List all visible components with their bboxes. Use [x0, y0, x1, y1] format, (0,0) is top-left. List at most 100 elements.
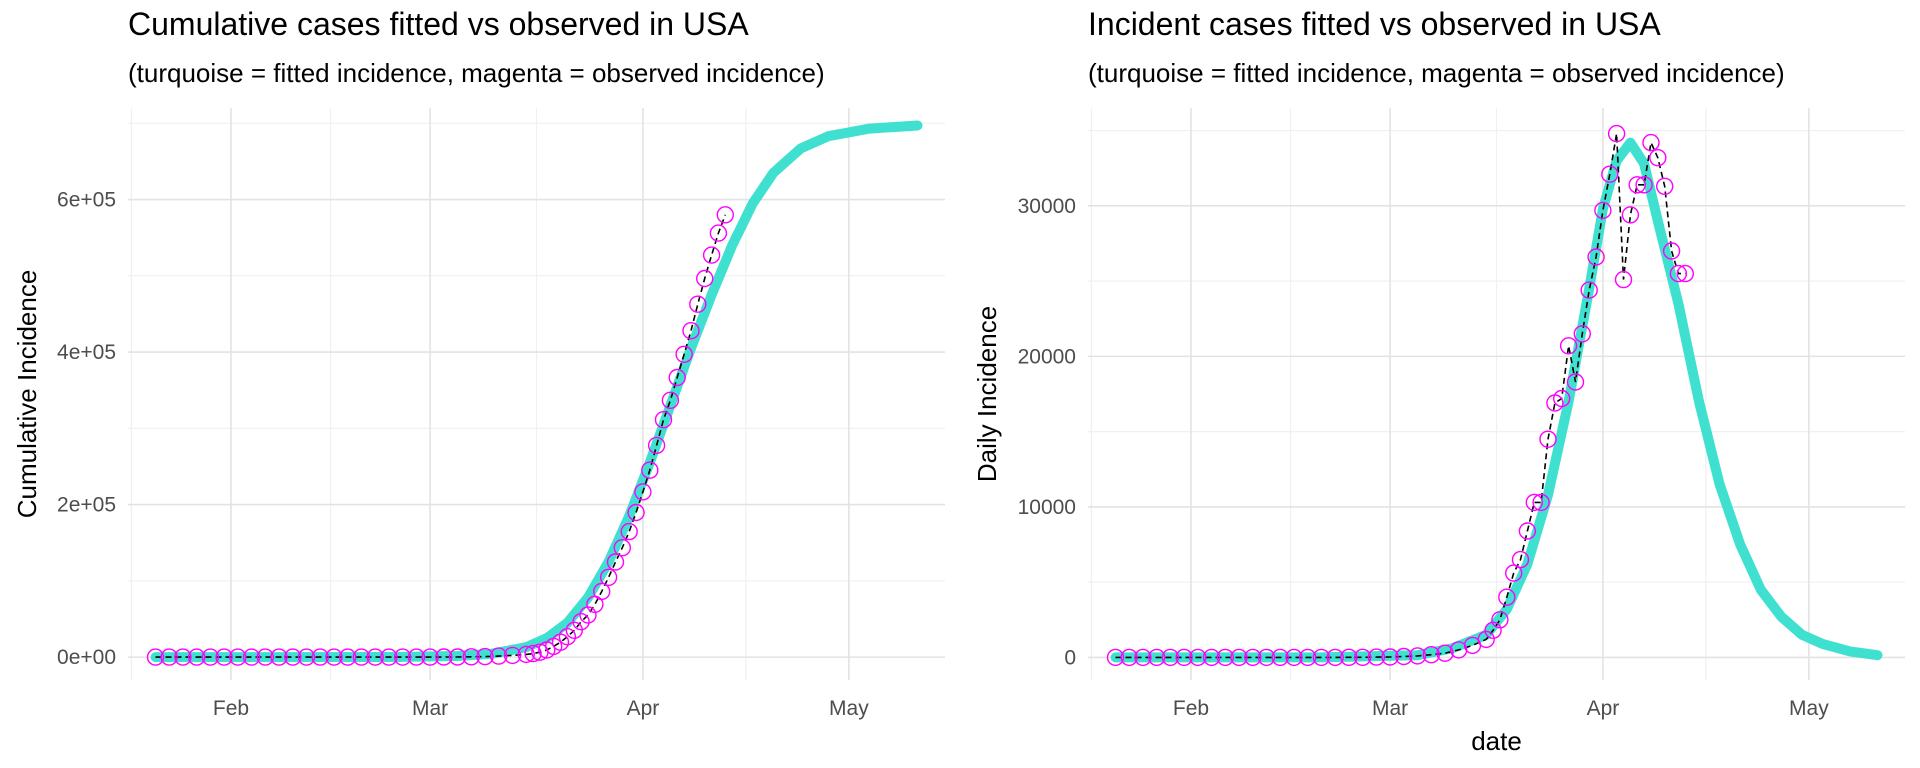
- x-tick-label: May: [1789, 697, 1829, 720]
- observed-point: [297, 648, 316, 666]
- observed-point: [1505, 564, 1523, 582]
- observed-point: [201, 648, 220, 666]
- observed-point: [380, 648, 398, 666]
- observed-point: [1244, 648, 1262, 667]
- x-tick-label: Mar: [1372, 697, 1408, 720]
- observed-point: [1566, 373, 1585, 391]
- observed-point: [1559, 337, 1578, 355]
- observed-point: [339, 648, 357, 666]
- observed-point: [1189, 648, 1207, 667]
- observed-point: [1147, 648, 1166, 667]
- observed-point: [1580, 281, 1598, 299]
- observed-point: [1408, 647, 1427, 665]
- observed-point: [647, 436, 666, 455]
- cumulative-chart-panel: Cumulative cases fitted vs observed in U…: [12, 6, 945, 720]
- chart-title: Cumulative cases fitted vs observed in U…: [128, 6, 749, 42]
- observed-point: [1614, 270, 1633, 289]
- observed-point: [174, 648, 192, 666]
- observed-point: [1498, 588, 1516, 606]
- x-tick-label: Feb: [1173, 697, 1209, 720]
- observed-point: [1628, 176, 1646, 194]
- observed-point: [599, 568, 618, 586]
- observed-point: [1607, 124, 1626, 143]
- observed-point: [1539, 430, 1557, 448]
- x-tick-label: Feb: [213, 697, 249, 720]
- observed-point: [572, 613, 590, 631]
- observed-point: [1175, 648, 1193, 667]
- observed-point: [1491, 611, 1509, 629]
- observed-point: [558, 628, 577, 646]
- observed-point: [187, 648, 206, 666]
- observed-point: [620, 522, 638, 541]
- observed-point: [1662, 242, 1681, 260]
- observed-point: [1326, 648, 1344, 667]
- observed-point: [1649, 148, 1667, 167]
- observed-point: [1271, 648, 1289, 667]
- observed-point: [1477, 630, 1495, 649]
- observed-point: [709, 224, 728, 242]
- observed-point: [1381, 648, 1399, 666]
- observed-point: [1594, 201, 1612, 220]
- observed-point: [1161, 648, 1180, 667]
- observed-point: [476, 647, 494, 666]
- observed-point: [146, 648, 165, 666]
- y-tick-label: 2e+05: [57, 494, 116, 517]
- observed-point: [1367, 648, 1386, 666]
- observed-point: [1134, 648, 1152, 667]
- observed-point: [654, 411, 673, 429]
- observed-point: [1601, 165, 1619, 183]
- observed-point: [490, 647, 508, 665]
- x-tick-label: Mar: [412, 697, 448, 720]
- observed-point: [1573, 325, 1591, 343]
- observed-point: [1669, 264, 1688, 283]
- observed-point: [1422, 646, 1440, 664]
- observed-point: [1532, 493, 1550, 512]
- y-tick-label: 10000: [1018, 496, 1076, 519]
- observed-point: [606, 553, 625, 571]
- observed-point: [1395, 647, 1413, 666]
- x-tick-label: Apr: [627, 697, 660, 720]
- observed-point: [675, 345, 693, 363]
- observed-dashed-line: [155, 214, 727, 658]
- observed-point: [503, 646, 522, 665]
- observed-point: [284, 648, 302, 666]
- x-tick-label: Apr: [1587, 697, 1620, 720]
- observed-point: [325, 648, 343, 666]
- observed-point: [716, 206, 734, 224]
- y-axis-title: Cumulative Incidence: [12, 270, 42, 519]
- observed-point: [1525, 493, 1543, 512]
- observed-point: [421, 648, 439, 666]
- observed-point: [634, 483, 652, 501]
- observed-point: [1635, 176, 1653, 194]
- observed-point: [517, 645, 535, 664]
- observed-point: [1285, 648, 1303, 667]
- observed-point: [1587, 248, 1605, 266]
- chart-title: Incident cases fitted vs observed in USA: [1088, 6, 1661, 42]
- observed-point: [242, 648, 261, 666]
- observed-dashed-line: [1115, 133, 1686, 659]
- observed-point: [1484, 621, 1502, 639]
- observed-point: [256, 648, 274, 666]
- observed-point: [435, 648, 453, 666]
- observed-point: [1230, 648, 1248, 667]
- x-axis-title: date: [1471, 726, 1522, 756]
- observed-point: [462, 648, 480, 666]
- chart-subtitle: (turquoise = fitted incidence, magenta =…: [128, 58, 825, 88]
- y-tick-label: 4e+05: [57, 341, 116, 364]
- observed-point: [641, 461, 659, 479]
- observed-point: [1312, 648, 1331, 667]
- cumulative-chart-svg: 0e+00 2e+05 4e+05 6e+05 Feb Mar Apr May Cumulati…: [12, 108, 945, 720]
- y-tick-label: 20000: [1018, 345, 1076, 368]
- observed-point: [1202, 648, 1221, 667]
- observed-point: [1642, 133, 1660, 152]
- observed-point: [1216, 648, 1234, 667]
- observed-point: [160, 648, 178, 666]
- observed-point: [1106, 648, 1125, 667]
- y-tick-label: 30000: [1018, 195, 1076, 218]
- y-tick-label: 6e+05: [57, 189, 116, 212]
- observed-point: [682, 322, 700, 340]
- daily-chart-panel: Incident cases fitted vs observed in USA…: [960, 0, 1920, 768]
- observed-point: [1676, 264, 1694, 283]
- observed-point: [1353, 648, 1372, 666]
- chart-subtitle: (turquoise = fitted incidence, magenta =…: [1088, 58, 1785, 88]
